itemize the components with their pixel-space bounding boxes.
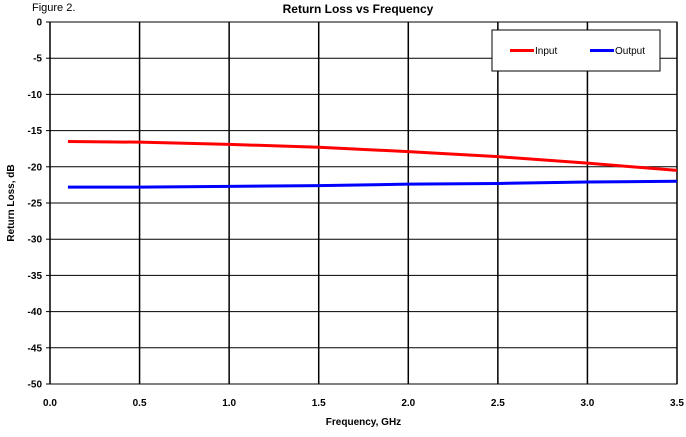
chart-title: Return Loss vs Frequency [282, 2, 434, 16]
series-line-input [67, 139, 678, 172]
x-tick-label: 3.0 [580, 398, 594, 409]
legend-box [491, 29, 661, 72]
legend-label-output: Output [615, 46, 645, 57]
y-tick-label: -10 [28, 90, 43, 101]
series-layer [67, 139, 678, 189]
y-tick-label: -40 [28, 307, 43, 318]
y-tick-label: 0 [36, 18, 42, 29]
x-tick-label: 0.5 [133, 398, 147, 409]
tick-layer: 0.0 0.5 1.0 1.5 2.0 2.5 3.0 3.5 0 -5 -10 -15 -20 -25 -… [28, 18, 685, 410]
y-tick-label: -50 [28, 380, 43, 391]
y-tick-label: -15 [28, 126, 43, 137]
legend-label-input: Input [535, 46, 557, 57]
x-axis-title: Frequency, GHz [326, 417, 401, 428]
legend: Input Output [491, 29, 661, 72]
grid-layer [49, 21, 678, 385]
y-tick-label: -25 [28, 199, 43, 210]
figure-label: Figure 2. [32, 2, 76, 14]
x-tick-label: 2.0 [401, 398, 415, 409]
x-tick-label: 1.0 [222, 398, 236, 409]
y-tick-label: -30 [28, 235, 43, 246]
y-tick-label: -20 [28, 162, 43, 173]
x-tick-label: 3.5 [670, 398, 684, 409]
series-line-output [67, 179, 678, 189]
y-tick-label: -45 [28, 343, 43, 354]
y-tick-label: -35 [28, 271, 43, 282]
y-axis-title: Return Loss, dB [6, 164, 17, 241]
y-tick-label: -5 [33, 54, 42, 65]
x-tick-label: 2.5 [491, 398, 505, 409]
x-tick-label: 0.0 [43, 398, 57, 409]
x-tick-label: 1.5 [312, 398, 326, 409]
